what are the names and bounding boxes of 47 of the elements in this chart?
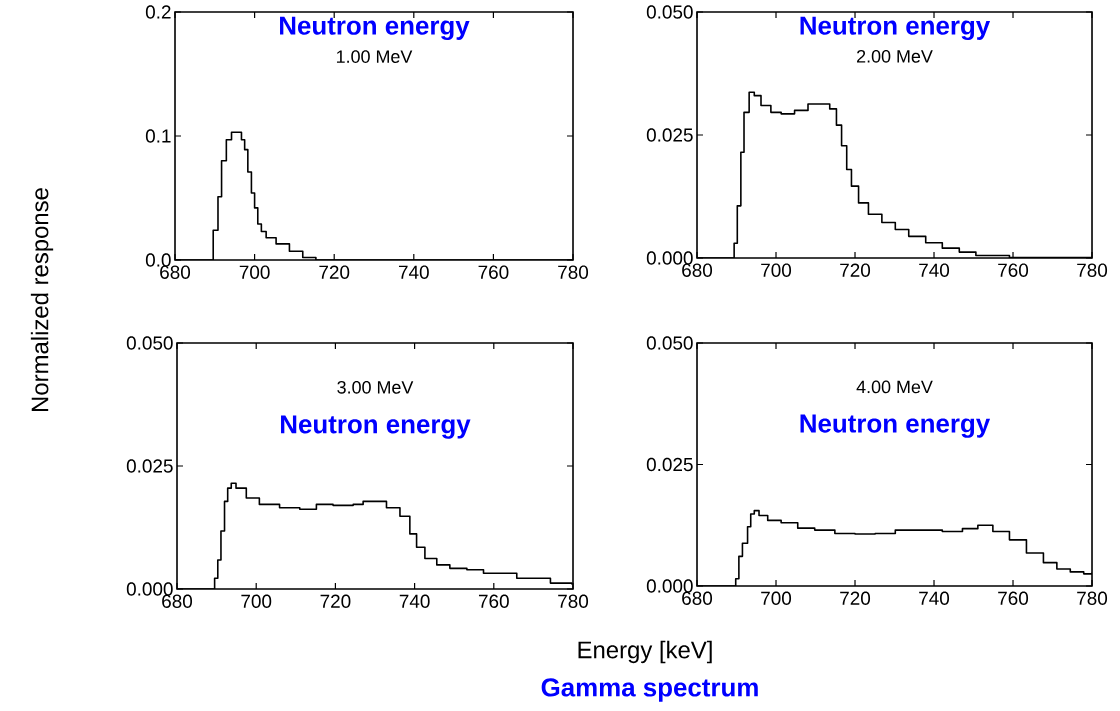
x-tick-label: 740 [919, 263, 950, 277]
x-tick-label: 780 [558, 594, 589, 608]
x-tick-label: 720 [319, 265, 350, 279]
text: 4.00 MeV [856, 380, 933, 394]
y-axis-title: Normalized response [30, 188, 54, 411]
text: Gamma spectrum [541, 678, 758, 702]
x-tick-label: 740 [398, 265, 429, 279]
y-tick-label: 0.025 [646, 128, 693, 142]
y-tick-label: 0.025 [646, 457, 693, 472]
text: Neutron energy [800, 414, 991, 438]
y-tick-label: 0.1 [145, 129, 171, 143]
y-tick-label: 0.025 [126, 459, 173, 473]
x-tick-label: 700 [761, 263, 792, 277]
chart-title: Neutron energy [280, 16, 470, 41]
y-tick-label: 0.050 [646, 5, 693, 19]
x-tick-label: 740 [399, 594, 430, 608]
x-tick-label: 700 [241, 594, 272, 608]
x-tick-label: 680 [162, 594, 193, 608]
x-tick-label: 760 [998, 263, 1029, 277]
y-tick-label: 0.000 [646, 251, 693, 265]
text: Neutron energy [281, 415, 471, 439]
y-tick-label: 0.000 [646, 579, 693, 593]
x-tick-label: 680 [682, 591, 713, 605]
x-tick-label: 700 [761, 591, 792, 605]
x-tick-label: 780 [558, 265, 589, 279]
x-tick-label: 720 [320, 594, 351, 608]
x-tick-label: 680 [160, 265, 191, 279]
y-tick-label: 0.000 [126, 582, 173, 596]
x-tick-label: 720 [840, 263, 871, 277]
x-tick-label: 740 [919, 591, 950, 605]
x-tick-label: 760 [998, 591, 1029, 605]
x-axis-title: Energy [keV] [578, 640, 712, 664]
y-tick-label: 0.050 [646, 336, 693, 350]
text: 2.00 MeV [857, 49, 933, 63]
x-tick-label: 720 [840, 591, 871, 605]
x-tick-label: 680 [682, 263, 713, 277]
y-tick-label: 0.2 [145, 5, 171, 19]
text: 1.00 MeV [336, 50, 413, 63]
x-tick-label: 760 [478, 265, 509, 279]
y-tick-label: 0.050 [126, 336, 173, 350]
chart-title: Neutron energy [800, 16, 991, 41]
x-tick-label: 760 [478, 594, 509, 608]
y-tick-label: 0.0 [145, 253, 171, 267]
x-tick-label: 700 [239, 265, 270, 279]
x-tick-label: 780 [1077, 591, 1108, 605]
text: 3.00 MeV [337, 380, 414, 394]
x-tick-label: 780 [1077, 263, 1108, 277]
